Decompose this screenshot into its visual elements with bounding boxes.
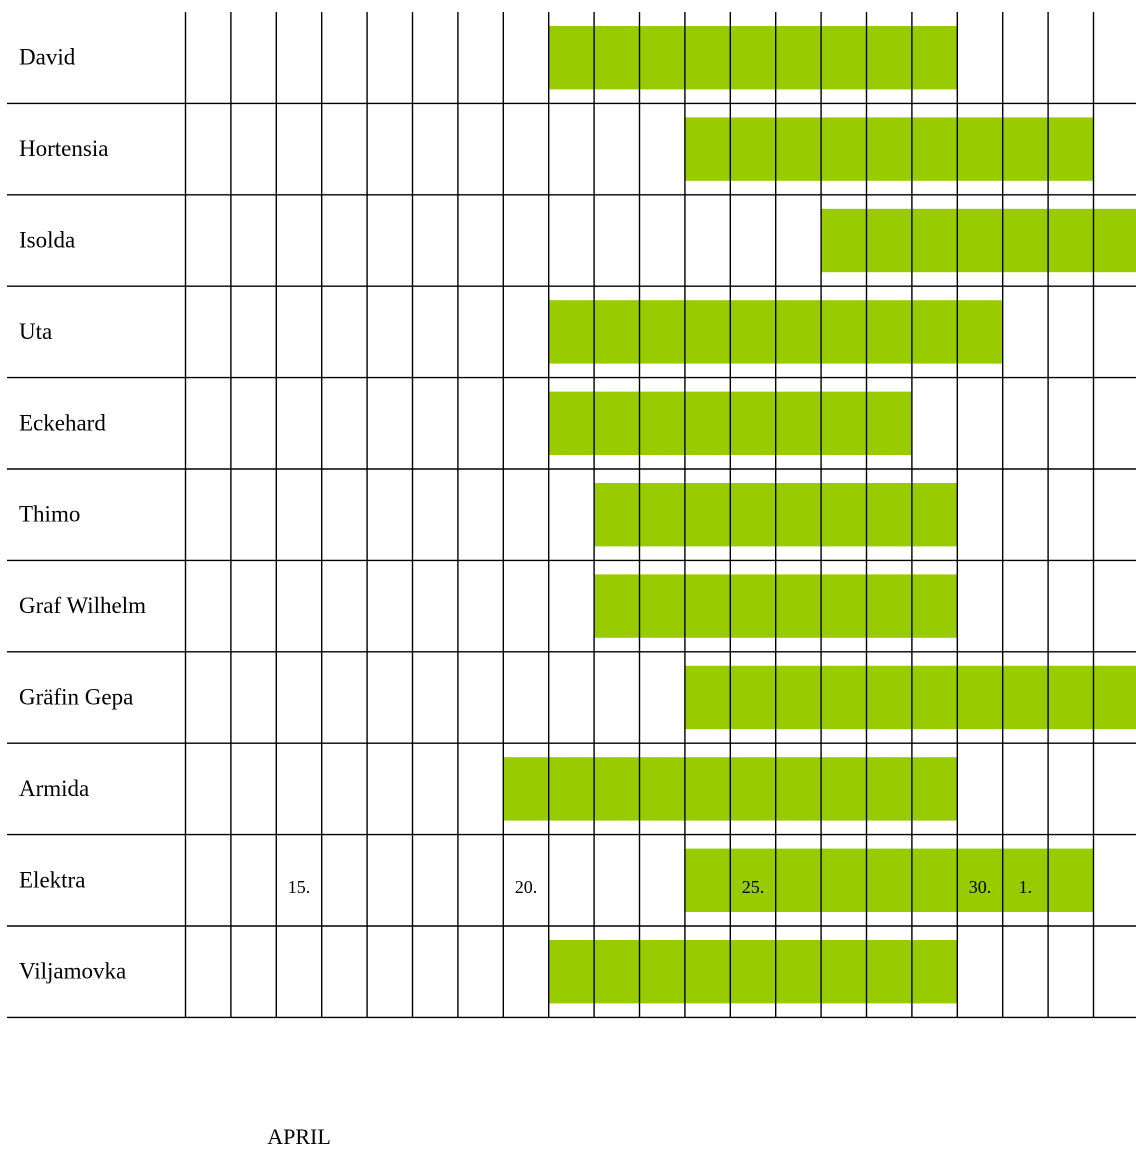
row-label: Viljamovka xyxy=(19,959,126,984)
row-label: Thimo xyxy=(19,502,80,527)
row-label: Gräfin Gepa xyxy=(19,685,133,710)
month-label: APRIL xyxy=(267,1124,331,1149)
grid-layer xyxy=(7,12,1136,1019)
gantt-bar xyxy=(684,117,1094,181)
gantt-bar xyxy=(684,665,1136,730)
row-label: Graf Wilhelm xyxy=(19,593,146,618)
gantt-bar xyxy=(548,26,958,90)
row-label: Isolda xyxy=(19,228,75,253)
x-tick-label: 30. xyxy=(969,877,992,897)
row-label: Eckehard xyxy=(19,410,106,435)
row-label: Armida xyxy=(19,776,89,801)
gantt-bar xyxy=(684,848,1094,912)
x-tick-label: 20. xyxy=(515,877,538,897)
x-tick-label: 1. xyxy=(1019,877,1033,897)
gantt-bar xyxy=(548,940,958,1004)
labels-layer: David Hortensia Isolda Uta Eckehard Thimo Graf… xyxy=(19,45,1033,1149)
row-label: Elektra xyxy=(19,867,85,892)
row-label: Hortensia xyxy=(19,136,108,161)
row-label: David xyxy=(19,45,76,70)
row-label: Uta xyxy=(19,319,52,344)
x-tick-label: 25. xyxy=(742,877,765,897)
bars-layer xyxy=(503,26,1136,1004)
x-tick-label: 15. xyxy=(288,877,311,897)
gantt-bar xyxy=(821,208,1136,273)
